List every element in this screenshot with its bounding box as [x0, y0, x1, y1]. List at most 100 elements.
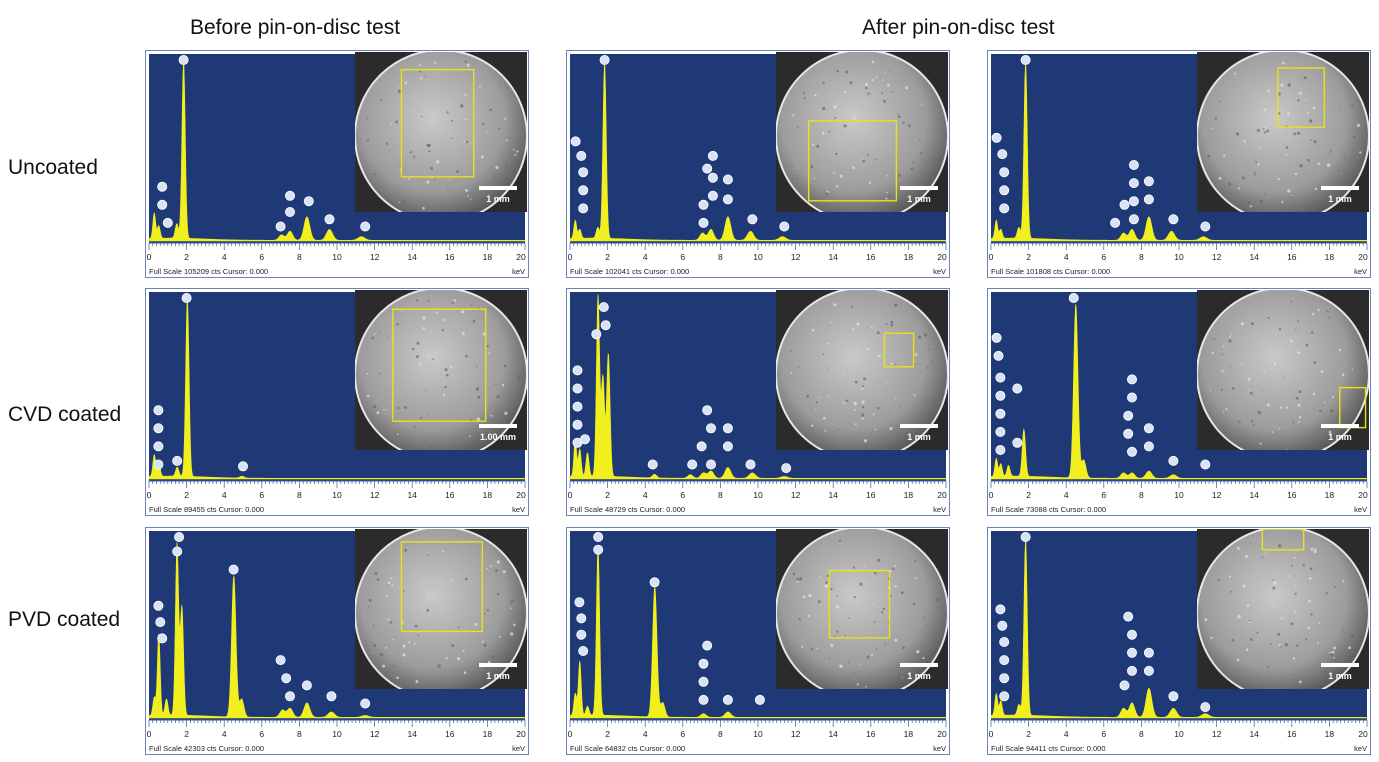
scale-bar-label: 1 mm	[907, 432, 931, 442]
eds-spectrum-chart: 1 mm 0 2 4 6 8 10 12 14 16 18 20	[987, 50, 1371, 278]
x-tick-label: 2	[1026, 252, 1031, 262]
element-marker	[1126, 665, 1137, 676]
panel-footer: Full Scale 89455 cts Cursor: 0.000 keV	[147, 505, 527, 516]
x-tick-label: 2	[605, 490, 610, 500]
scale-bar	[479, 186, 517, 190]
eds-panel-pvd-before: 1 mm 0 2 4 6 8 10 12 14 16 18 20 Full Scale 42303 ct…	[145, 527, 529, 755]
x-tick-label: 10	[332, 490, 342, 500]
element-marker	[574, 597, 585, 608]
element-marker	[576, 150, 587, 161]
x-axis-unit: keV	[512, 744, 525, 753]
panel-footer: Full Scale 42303 cts Cursor: 0.000 keV	[147, 744, 527, 755]
analysis-region-box	[1261, 529, 1305, 551]
x-tick-label: 16	[866, 729, 876, 739]
element-marker	[1126, 629, 1137, 640]
sem-micrograph-inset: 1 mm	[1197, 529, 1369, 689]
element-marker	[593, 544, 604, 555]
x-tick-label: 10	[332, 252, 342, 262]
scale-bar-label: 1 mm	[1328, 671, 1352, 681]
element-marker	[599, 55, 610, 65]
x-tick-label: 14	[407, 490, 417, 500]
element-marker	[999, 637, 1010, 648]
element-marker	[1123, 611, 1134, 622]
x-tick-label: 16	[445, 490, 455, 500]
scale-bar-label: 1 mm	[907, 671, 931, 681]
element-marker	[178, 55, 189, 65]
x-tick-label: 4	[222, 252, 227, 262]
scale-bar-label: 1 mm	[907, 194, 931, 204]
element-marker	[999, 203, 1010, 214]
scale-bar	[479, 663, 517, 667]
eds-panel-cvd-before: 1.00 mm 0 2 4 6 8 10 12 14 16 18 20 Full Scale 89455…	[145, 288, 529, 516]
x-tick-label: 0	[989, 490, 994, 500]
element-marker	[157, 199, 168, 210]
element-marker	[702, 405, 713, 416]
element-marker	[745, 459, 756, 470]
element-marker	[1110, 217, 1121, 228]
panel-footer: Full Scale 102041 cts Cursor: 0.000 keV	[568, 267, 948, 278]
x-tick-label: 10	[332, 729, 342, 739]
element-marker	[281, 673, 292, 684]
element-marker	[997, 620, 1008, 631]
full-scale-readout: Full Scale 102041 cts Cursor: 0.000	[570, 267, 690, 276]
specimen-disc	[1197, 52, 1369, 212]
analysis-region-box	[883, 332, 915, 368]
element-marker	[1128, 214, 1139, 225]
eds-spectrum-chart: 1 mm 0 2 4 6 8 10 12 14 16 18 20	[145, 527, 529, 755]
element-marker	[153, 423, 164, 434]
element-marker	[1168, 455, 1179, 466]
x-tick-label: 10	[1174, 729, 1184, 739]
element-marker	[687, 459, 698, 470]
x-tick-label: 6	[1101, 729, 1106, 739]
x-tick-label: 14	[828, 729, 838, 739]
x-tick-label: 14	[1249, 252, 1259, 262]
element-marker	[172, 455, 183, 466]
x-tick-label: 12	[791, 252, 801, 262]
element-marker	[301, 680, 312, 691]
x-tick-label: 20	[1358, 729, 1368, 739]
element-marker	[649, 577, 660, 588]
element-marker	[1119, 680, 1130, 691]
x-tick-label: 6	[1101, 490, 1106, 500]
element-marker	[707, 172, 718, 183]
x-tick-label: 4	[643, 490, 648, 500]
element-marker	[1200, 221, 1211, 232]
element-marker	[995, 444, 1006, 455]
specimen-disc	[776, 290, 948, 450]
x-tick-label: 14	[1249, 729, 1259, 739]
element-marker	[698, 658, 709, 669]
panel-footer: Full Scale 64832 cts Cursor: 0.000 keV	[568, 744, 948, 755]
panel-footer: Full Scale 48729 cts Cursor: 0.000 keV	[568, 505, 948, 516]
x-tick-label: 4	[222, 490, 227, 500]
specimen-disc	[355, 52, 527, 212]
full-scale-readout: Full Scale 89455 cts Cursor: 0.000	[149, 505, 265, 514]
eds-spectrum-chart: 1 mm 0 2 4 6 8 10 12 14 16 18 20	[566, 527, 950, 755]
x-tick-label: 20	[516, 729, 526, 739]
x-tick-label: 4	[1064, 729, 1069, 739]
element-marker	[993, 350, 1004, 361]
x-tick-label: 4	[643, 252, 648, 262]
scale-bar-label: 1.00 mm	[480, 432, 516, 442]
x-tick-label: 20	[937, 490, 947, 500]
element-marker	[1020, 55, 1031, 65]
element-marker	[705, 459, 716, 470]
element-marker	[747, 214, 758, 225]
element-marker	[1123, 410, 1134, 421]
element-marker	[707, 190, 718, 201]
element-marker	[722, 194, 733, 205]
x-tick-label: 0	[147, 252, 152, 262]
x-axis-unit: keV	[512, 267, 525, 276]
x-tick-label: 8	[297, 490, 302, 500]
analysis-region-box	[1277, 67, 1325, 128]
sem-micrograph-inset: 1 mm	[1197, 52, 1369, 212]
element-marker	[572, 419, 583, 430]
x-tick-label: 12	[1212, 729, 1222, 739]
element-marker	[157, 633, 168, 644]
x-tick-label: 20	[516, 252, 526, 262]
element-marker	[698, 694, 709, 705]
x-tick-label: 18	[483, 729, 493, 739]
element-marker	[1200, 459, 1211, 470]
x-tick-label: 8	[718, 490, 723, 500]
scale-bar-label: 1 mm	[486, 671, 510, 681]
element-marker	[997, 149, 1008, 160]
